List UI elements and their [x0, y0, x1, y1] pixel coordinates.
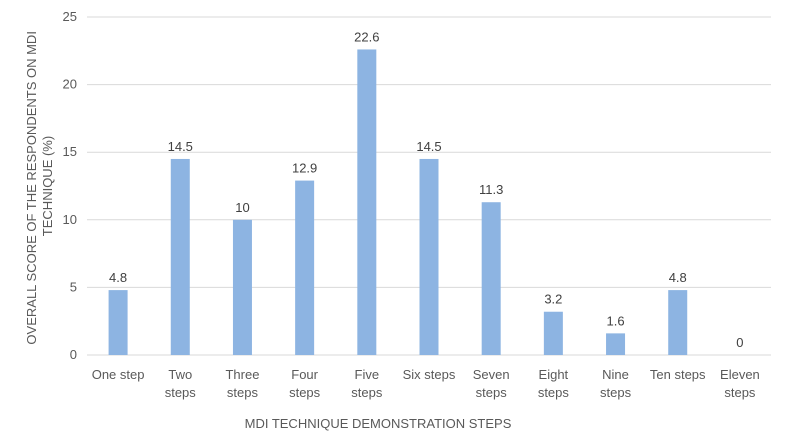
x-category-label-line: steps: [289, 385, 321, 400]
x-category-label: Ten steps: [650, 367, 706, 382]
x-category-label-line: Five: [355, 367, 380, 382]
x-category-label-line: steps: [351, 385, 383, 400]
x-axis-title: MDI TECHNIQUE DEMONSTRATION STEPS: [245, 416, 512, 431]
x-category-label-line: Eleven: [720, 367, 760, 382]
x-category-label: Eight steps: [538, 367, 570, 400]
x-category-label-line: steps: [165, 385, 197, 400]
data-label: 3.2: [544, 292, 562, 307]
x-category-label-line: steps: [600, 385, 632, 400]
y-axis-title: OVERALL SCORE OF THE RESPONDENTS ON MDI …: [24, 27, 55, 344]
x-category-label-line: Four: [291, 367, 318, 382]
x-category-label-line: Ten steps: [650, 367, 706, 382]
bar: [170, 158, 190, 355]
x-category-label: Three steps: [225, 367, 259, 400]
x-category-label-line: steps: [538, 385, 570, 400]
x-axis-categories: One step Two steps Three steps Four steps Five s…: [92, 367, 760, 400]
bar: [419, 158, 439, 355]
y-axis-ticks: 0 5 10 15 20 25: [63, 9, 77, 362]
data-label: 12.9: [292, 161, 317, 176]
bar: [481, 202, 501, 355]
bar: [543, 311, 563, 355]
x-category-label: One step: [92, 367, 145, 382]
y-axis-title-line-2: TECHNIQUE (%): [40, 136, 55, 236]
x-category-label-line: Two: [168, 367, 192, 382]
bar: [606, 333, 626, 355]
data-label: 4.8: [669, 270, 687, 285]
x-category-label-line: Nine: [602, 367, 629, 382]
x-category-label-line: One step: [92, 367, 145, 382]
data-label: 10: [235, 200, 249, 215]
y-tick-label: 0: [70, 347, 77, 362]
x-category-label-line: Seven: [473, 367, 510, 382]
bar: [295, 180, 315, 355]
x-category-label-line: Six steps: [403, 367, 456, 382]
y-tick-label: 25: [63, 9, 77, 24]
y-tick-label: 20: [63, 77, 77, 92]
data-labels: 4.8 14.5 10 12.9 22.6 14.5 11.3 3.2 1.6 4.8 0: [109, 29, 743, 350]
data-label: 14.5: [416, 139, 441, 154]
data-label: 1.6: [607, 313, 625, 328]
bar: [232, 219, 252, 355]
x-category-label: Eleven steps: [720, 367, 760, 400]
data-label: 14.5: [168, 139, 193, 154]
y-tick-label: 15: [63, 144, 77, 159]
x-category-label: Seven steps: [473, 367, 510, 400]
data-label: 4.8: [109, 270, 127, 285]
x-category-label: Nine steps: [600, 367, 632, 400]
x-category-label-line: steps: [724, 385, 756, 400]
x-category-label: Two steps: [165, 367, 197, 400]
x-category-label-line: steps: [227, 385, 259, 400]
bar: [108, 290, 128, 355]
data-label: 22.6: [354, 29, 379, 44]
x-category-label: Six steps: [403, 367, 456, 382]
bars: [108, 49, 688, 355]
x-category-label: Four steps: [289, 367, 321, 400]
y-tick-label: 10: [63, 212, 77, 227]
y-axis-title-line-1: OVERALL SCORE OF THE RESPONDENTS ON MDI: [24, 31, 39, 345]
bar: [357, 49, 377, 355]
x-category-label-line: Eight: [539, 367, 569, 382]
bar: [668, 290, 688, 355]
x-category-label-line: steps: [476, 385, 508, 400]
y-tick-label: 5: [70, 279, 77, 294]
data-label: 11.3: [479, 182, 503, 197]
data-label: 0: [736, 335, 743, 350]
x-category-label: Five steps: [351, 367, 383, 400]
x-category-label-line: Three: [225, 367, 259, 382]
